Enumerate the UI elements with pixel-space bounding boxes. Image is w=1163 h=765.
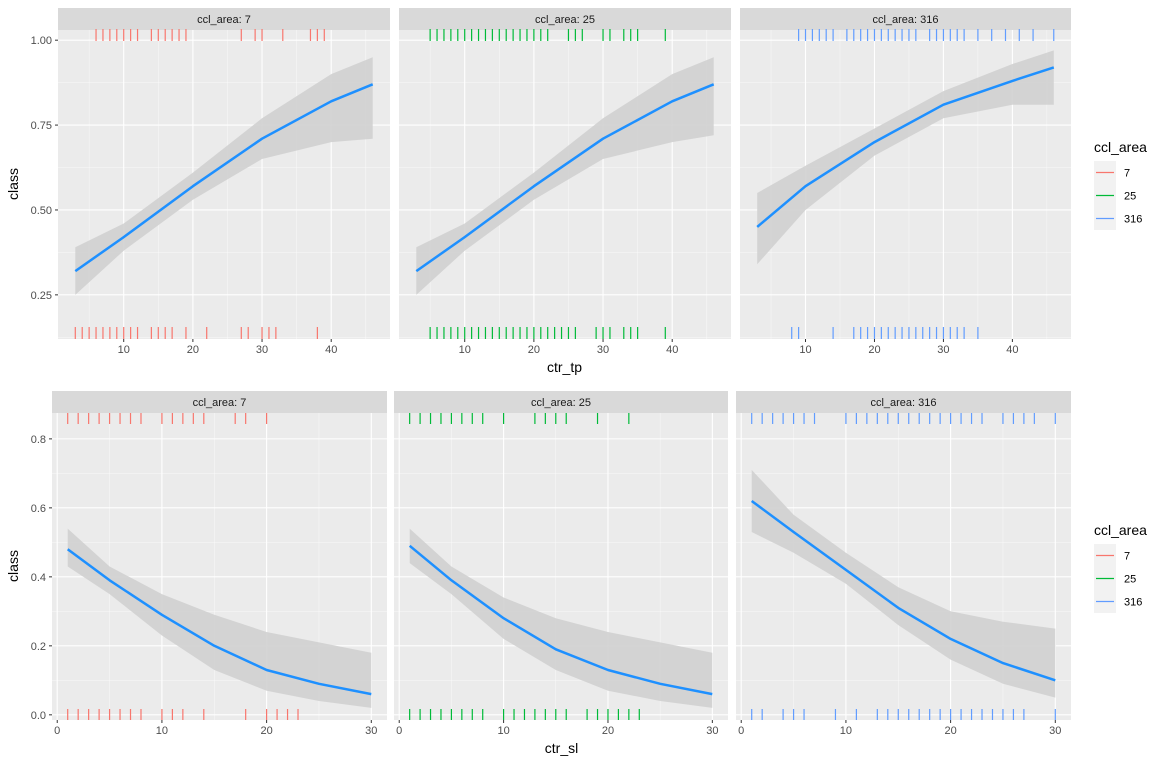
facet-panel: ccl_area: 316 0 10 20 30	[736, 391, 1071, 737]
confidence-ribbon	[409, 528, 713, 708]
x-tick-label: 20	[944, 725, 956, 737]
legend-entry: 25	[1094, 567, 1136, 590]
x-tick-label: 20	[187, 344, 199, 356]
x-tick-label: 30	[597, 344, 609, 356]
confidence-ribbon	[75, 57, 373, 295]
x-tick-label: 30	[706, 725, 718, 737]
y-tick-label: 1.00	[31, 35, 52, 47]
facet-strip	[58, 8, 390, 30]
x-axis-title: ctr_tp	[547, 359, 582, 375]
y-tick-label: 0.50	[31, 205, 52, 217]
legend-entry: 25	[1094, 184, 1136, 207]
facet-row-2: ccl_area: 70 10 20 300.00.20.40.60.8ccl_are…	[5, 391, 1147, 756]
y-tick-label: 0.2	[31, 641, 46, 653]
legend: ccl_area 7 25 316	[1094, 139, 1147, 230]
legend-label: 7	[1124, 168, 1130, 180]
x-tick-label: 30	[365, 725, 377, 737]
x-tick-label: 10	[497, 725, 509, 737]
x-tick-label: 30	[256, 344, 268, 356]
facet-strip	[740, 8, 1071, 30]
facet-panel: ccl_area: 7 0 10 20 30 0.0 0.2 0.4 0.6 0.8	[31, 391, 387, 737]
x-tick-label: 20	[260, 725, 272, 737]
x-tick-label: 0	[396, 725, 402, 737]
confidence-ribbon	[751, 469, 1056, 698]
x-tick-label: 20	[602, 725, 614, 737]
x-tick-label: 20	[528, 344, 540, 356]
x-tick-label: 0	[738, 725, 744, 737]
facet-strip	[736, 391, 1071, 413]
y-tick-label: 0.75	[31, 120, 52, 132]
facet-strip-label: ccl_area: 25	[535, 14, 595, 26]
y-tick-label: 0.4	[31, 572, 46, 584]
x-tick-label: 10	[840, 725, 852, 737]
legend-entry: 316	[1094, 590, 1142, 613]
legend-label: 316	[1124, 597, 1142, 609]
facet-row-1: ccl_area: 710 20 30 400.250.500.751.00ccl_a…	[5, 8, 1147, 375]
confidence-ribbon	[757, 50, 1054, 265]
facet-panel: ccl_area: 25 10 20 30 40	[399, 8, 731, 356]
facet-strip-label: ccl_area: 316	[872, 14, 938, 26]
x-tick-label: 10	[459, 344, 471, 356]
x-tick-label: 40	[1006, 344, 1018, 356]
legend-label: 7	[1124, 551, 1130, 563]
x-tick-label: 30	[1049, 725, 1061, 737]
facet-strip-label: ccl_area: 25	[531, 397, 591, 409]
y-axis-title: class	[5, 168, 21, 200]
y-tick-label: 0.0	[31, 710, 46, 722]
y-tick-label: 0.8	[31, 434, 46, 446]
fitted-curve	[408, 544, 713, 696]
confidence-ribbon	[67, 528, 372, 708]
x-tick-label: 10	[118, 344, 130, 356]
x-tick-label: 10	[799, 344, 811, 356]
legend-entry: 316	[1094, 207, 1142, 230]
legend-entry: 7	[1094, 544, 1130, 567]
x-axis-title: ctr_sl	[545, 740, 578, 756]
x-tick-label: 40	[666, 344, 678, 356]
x-tick-label: 30	[937, 344, 949, 356]
legend-title: ccl_area	[1094, 522, 1147, 538]
y-tick-label: 0.6	[31, 503, 46, 515]
y-axis-title: class	[5, 550, 21, 582]
facet-strip-label: ccl_area: 7	[197, 14, 251, 26]
facet-panel: ccl_area: 25 0 10 20 30	[394, 391, 728, 737]
legend: ccl_area 7 25 316	[1094, 522, 1147, 613]
facet-panel: ccl_area: 7 10 20 30 40 0.25 0.50 0.75 1.00	[31, 8, 390, 356]
facet-strip	[399, 8, 731, 30]
facet-strip-label: ccl_area: 7	[193, 397, 247, 409]
confidence-ribbon	[416, 57, 714, 295]
legend-label: 316	[1124, 214, 1142, 226]
fitted-curve	[750, 499, 1056, 682]
fitted-curve	[415, 83, 715, 273]
legend-title: ccl_area	[1094, 139, 1147, 155]
x-tick-label: 0	[54, 725, 60, 737]
legend-entry: 7	[1094, 161, 1130, 184]
facet-strip-label: ccl_area: 316	[870, 397, 936, 409]
x-tick-label: 20	[868, 344, 880, 356]
fitted-curve	[74, 83, 374, 273]
y-tick-label: 0.25	[31, 290, 52, 302]
legend-label: 25	[1124, 574, 1136, 586]
facet-strip	[394, 391, 728, 413]
facet-panel: ccl_area: 316 10 20 30 40	[740, 8, 1071, 356]
legend-label: 25	[1124, 191, 1136, 203]
facet-strip	[52, 391, 387, 413]
x-tick-label: 10	[156, 725, 168, 737]
x-tick-label: 40	[325, 344, 337, 356]
fitted-curve	[66, 548, 372, 696]
fitted-curve	[756, 66, 1055, 228]
